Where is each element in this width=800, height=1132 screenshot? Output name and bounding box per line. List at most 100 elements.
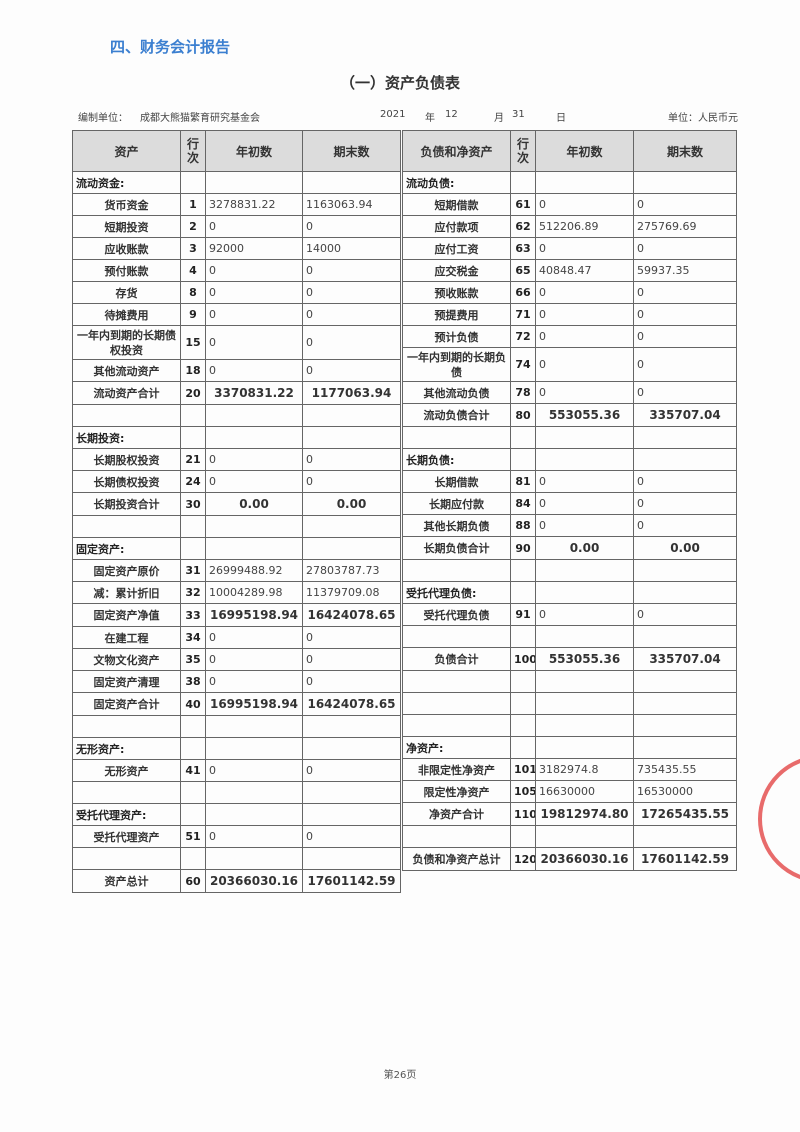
report-month: 12 bbox=[445, 109, 458, 120]
begin-cell bbox=[205, 426, 303, 449]
line-number: 31 bbox=[180, 559, 206, 582]
table-row: 一年内到期的长期负债 74 0 0 bbox=[402, 347, 737, 382]
line-cell bbox=[510, 670, 536, 693]
table-row: 限定性净资产 105 16630000 16530000 bbox=[402, 780, 737, 803]
section-row: 受托代理资产: bbox=[72, 803, 401, 826]
line-cell bbox=[510, 426, 536, 449]
line-cell bbox=[180, 404, 206, 427]
col-header-begin: 年初数 bbox=[535, 130, 634, 172]
section-row: 长期负债: bbox=[402, 448, 737, 471]
line-number: 100 bbox=[510, 647, 536, 671]
label-cell bbox=[402, 559, 511, 582]
end-value: 0 bbox=[302, 759, 401, 782]
table-row: 应付款项 62 512206.89 275769.69 bbox=[402, 215, 737, 238]
end-value: 0 bbox=[302, 303, 401, 326]
line-cell bbox=[510, 736, 536, 759]
begin-value: 0 bbox=[535, 514, 634, 537]
begin-cell bbox=[535, 625, 634, 648]
begin-cell bbox=[205, 803, 303, 826]
row-label: 负债合计 bbox=[402, 647, 511, 671]
end-value: 0 bbox=[633, 492, 737, 515]
table-row: 待摊费用 9 0 0 bbox=[72, 303, 401, 326]
row-label: 存货 bbox=[72, 281, 181, 304]
begin-value: 0 bbox=[535, 237, 634, 260]
label-cell bbox=[402, 426, 511, 449]
end-cell bbox=[302, 537, 401, 560]
end-value: 0 bbox=[633, 281, 737, 304]
blank-row bbox=[72, 404, 401, 427]
table-row: 受托代理资产 51 0 0 bbox=[72, 825, 401, 848]
blank-row bbox=[72, 847, 401, 870]
red-seal-stamp bbox=[758, 755, 800, 883]
line-number: 40 bbox=[180, 692, 206, 716]
table-row: 预付账款 4 0 0 bbox=[72, 259, 401, 282]
end-value: 0 bbox=[633, 347, 737, 382]
begin-cell bbox=[205, 404, 303, 427]
end-value: 14000 bbox=[302, 237, 401, 260]
begin-value: 0 bbox=[205, 759, 303, 782]
line-cell bbox=[180, 515, 206, 538]
begin-value: 92000 bbox=[205, 237, 303, 260]
begin-cell bbox=[535, 448, 634, 471]
col-header-end: 期末数 bbox=[633, 130, 737, 172]
line-number: 4 bbox=[180, 259, 206, 282]
row-label: 资产总计 bbox=[72, 869, 181, 893]
end-value: 11379709.08 bbox=[302, 581, 401, 604]
row-label: 其他长期负债 bbox=[402, 514, 511, 537]
line-number: 101 bbox=[510, 758, 536, 781]
end-value: 0 bbox=[633, 603, 737, 626]
table-row: 短期投资 2 0 0 bbox=[72, 215, 401, 238]
line-number: 24 bbox=[180, 470, 206, 493]
line-number: 8 bbox=[180, 281, 206, 304]
end-value: 0 bbox=[302, 448, 401, 471]
line-number: 18 bbox=[180, 359, 206, 382]
total-row: 负债和净资产总计 120 20366030.16 17601142.59 bbox=[402, 847, 737, 871]
begin-value: 0 bbox=[205, 448, 303, 471]
line-number: 62 bbox=[510, 215, 536, 238]
line-number: 80 bbox=[510, 403, 536, 427]
total-row: 长期投资合计 30 0.00 0.00 bbox=[72, 492, 401, 516]
begin-value: 0 bbox=[205, 626, 303, 649]
section-row: 固定资产: bbox=[72, 537, 401, 560]
total-row: 固定资产合计 40 16995198.94 16424078.65 bbox=[72, 692, 401, 716]
table-row: 短期借款 61 0 0 bbox=[402, 193, 737, 216]
line-cell bbox=[510, 581, 536, 604]
end-value: 0 bbox=[633, 237, 737, 260]
section-row: 长期投资: bbox=[72, 426, 401, 449]
end-value: 0 bbox=[633, 325, 737, 348]
blank-row bbox=[402, 559, 737, 582]
document-title: （一）资产负债表 bbox=[339, 74, 460, 92]
begin-value: 0 bbox=[535, 193, 634, 216]
row-label: 应交税金 bbox=[402, 259, 511, 282]
line-number: 65 bbox=[510, 259, 536, 282]
begin-value: 0 bbox=[535, 325, 634, 348]
end-cell bbox=[302, 515, 401, 538]
end-value: 0 bbox=[302, 470, 401, 493]
line-number: 120 bbox=[510, 847, 536, 871]
line-number: 63 bbox=[510, 237, 536, 260]
total-row: 固定资产净值 33 16995198.94 16424078.65 bbox=[72, 603, 401, 627]
begin-value: 20366030.16 bbox=[535, 847, 634, 871]
row-label: 固定资产原价 bbox=[72, 559, 181, 582]
row-label: 短期借款 bbox=[402, 193, 511, 216]
begin-cell bbox=[205, 515, 303, 538]
row-label: 长期负债合计 bbox=[402, 536, 511, 560]
line-cell bbox=[180, 803, 206, 826]
line-number: 30 bbox=[180, 492, 206, 516]
end-value: 27803787.73 bbox=[302, 559, 401, 582]
report-year: 2021 bbox=[380, 109, 406, 120]
line-cell bbox=[510, 692, 536, 715]
table-row: 存货 8 0 0 bbox=[72, 281, 401, 304]
section-label: 受托代理负债: bbox=[402, 581, 511, 604]
begin-cell bbox=[535, 714, 634, 737]
row-label: 其他流动资产 bbox=[72, 359, 181, 382]
begin-value: 0 bbox=[205, 281, 303, 304]
report-day: 31 bbox=[512, 109, 525, 120]
begin-value: 16630000 bbox=[535, 780, 634, 803]
end-value: 16424078.65 bbox=[302, 603, 401, 627]
day-label: 日 bbox=[556, 113, 566, 124]
line-number: 61 bbox=[510, 193, 536, 216]
end-value: 1163063.94 bbox=[302, 193, 401, 216]
line-number: 51 bbox=[180, 825, 206, 848]
